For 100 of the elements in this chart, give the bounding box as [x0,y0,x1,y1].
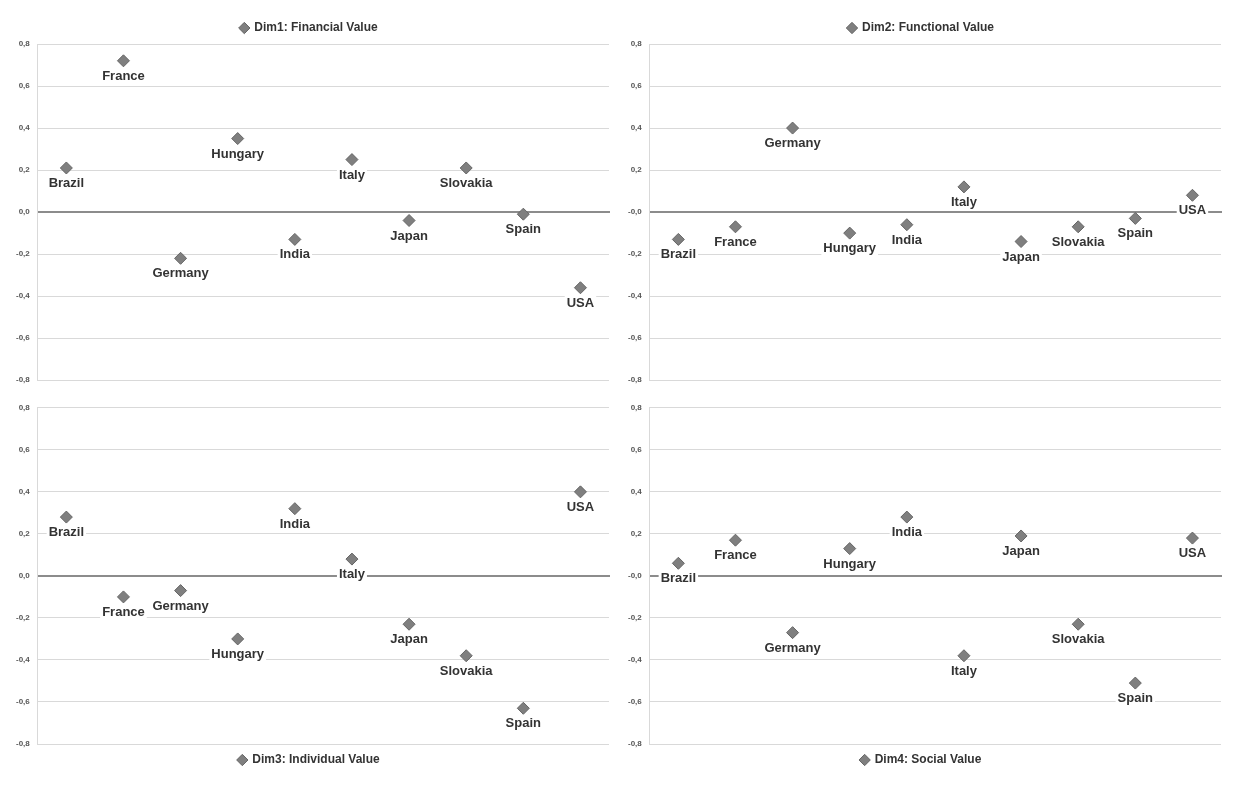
y-tick-label: 0,4 [630,487,643,497]
data-label: India [891,231,923,247]
point [1071,220,1085,234]
point [1128,676,1142,690]
point [116,54,130,68]
y-tick-label: -0,2 [15,613,31,623]
point [231,632,245,646]
point [402,214,416,228]
y-tick-label: 0,0 [18,571,31,581]
data-label: Spain [505,221,542,237]
data-label: Germany [764,135,822,151]
point [174,584,188,598]
point [671,232,685,246]
point [900,218,914,232]
data-label: Hungary [211,646,265,662]
point [459,161,473,175]
data-label: Germany [152,265,210,281]
data-label: Brazil [48,175,85,191]
point [345,552,359,566]
point [231,132,245,146]
point [843,542,857,556]
point [174,251,188,265]
y-tick-label: -0,6 [627,333,643,343]
y-tick-label: -0,2 [627,249,643,259]
data-label: Slovakia [439,662,494,678]
y-tick-label: -0,6 [15,333,31,343]
y-tick-label: 0,4 [18,487,31,497]
y-tick-label: 0,8 [18,403,31,412]
data-label: Japan [390,227,428,243]
point [516,207,530,221]
point [288,232,302,246]
point [843,226,857,240]
point [786,626,800,640]
legend-label: Dim2: Functional Value [861,20,995,35]
point [516,701,530,715]
data-label: Hungary [823,240,877,256]
point [1071,617,1085,631]
y-tick-label: 0,6 [18,81,31,91]
point [900,510,914,524]
point [1014,529,1028,543]
data-label: Italy [338,166,366,182]
data-label: Germany [152,597,210,613]
data-label: Slovakia [1051,631,1106,647]
point [671,556,685,570]
data-label: Brazil [660,570,697,586]
y-tick-label: 0,2 [630,529,643,539]
y-tick-label: -0,8 [15,375,31,385]
legend-label: Dim4: Social Value [874,752,982,767]
y-tick-label: 0,8 [630,403,643,412]
point [573,281,587,295]
y-tick-label: -0,2 [627,613,643,623]
point [1128,211,1142,225]
data-label: Italy [950,193,978,209]
point [728,220,742,234]
point [345,153,359,167]
y-tick-label: 0,2 [18,165,31,175]
y-tick-label: -0,2 [15,249,31,259]
point [1185,531,1199,545]
data-label: India [279,246,311,262]
y-tick-label: 0,2 [18,529,31,539]
point [1014,235,1028,249]
data-label: Hungary [211,145,265,161]
data-label: Slovakia [439,175,494,191]
data-label: Brazil [660,246,697,262]
point [786,121,800,135]
data-label: USA [566,498,595,514]
data-label: USA [1178,545,1207,561]
data-label: Japan [1002,248,1040,264]
y-tick-label: 0,6 [630,445,643,455]
point [288,502,302,516]
data-label: Hungary [823,555,877,571]
data-label: France [102,603,145,619]
legend-label: Dim3: Individual Value [252,752,381,767]
y-tick-label: -0,8 [627,739,643,749]
legend-label: Dim1: Financial Value [254,20,379,35]
point [59,161,73,175]
data-label: USA [566,294,595,310]
data-label: USA [1178,202,1207,218]
y-tick-label: 0,4 [18,123,31,133]
data-label: Italy [338,566,366,582]
point [59,510,73,524]
point [957,649,971,663]
y-tick-label: -0,6 [15,697,31,707]
y-tick-label: 0,2 [630,165,643,175]
y-tick-label: -0,6 [627,697,643,707]
point [402,617,416,631]
data-label: France [714,233,757,249]
y-tick-label: 0,8 [630,39,643,49]
y-tick-label: -0,4 [627,655,643,665]
point [459,649,473,663]
y-tick-label: 0,0 [18,207,31,217]
point [957,180,971,194]
y-tick-label: -0,8 [627,375,643,385]
point [1185,188,1199,202]
y-tick-label: 0,8 [18,39,31,49]
data-label: India [891,524,923,540]
data-label: India [279,515,311,531]
data-label: Germany [764,639,822,655]
data-label: Japan [390,631,428,647]
y-tick-label: -0,4 [15,291,31,301]
